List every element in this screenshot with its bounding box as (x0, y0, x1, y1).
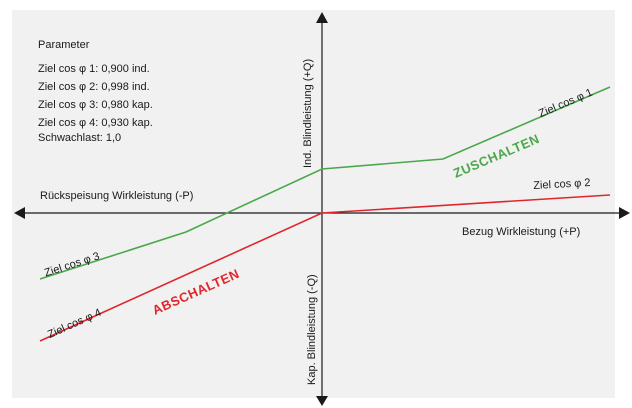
parameter-line-4: Ziel cos φ 4: 0,930 kap. (38, 117, 153, 129)
p-axis-arrow-right (619, 207, 630, 219)
parameter-line-5: Schwachlast: 1,0 (38, 132, 122, 144)
q-axis-arrow-down (316, 396, 328, 406)
curve-green (39, 86, 611, 280)
curve-red (39, 194, 611, 342)
parameter-title: Parameter (38, 39, 90, 51)
parameter-line-3: Ziel cos φ 3: 0,980 kap. (38, 99, 153, 111)
parameter-line-2: Ziel cos φ 2: 0,998 ind. (38, 81, 150, 93)
p-axis-arrow-left (14, 207, 25, 219)
axis-label-neg-p: Rückspeisung Wirkleistung (-P) (40, 190, 194, 202)
axis-label-pos-p: Bezug Wirkleistung (+P) (462, 226, 581, 238)
diagram-panel (12, 10, 615, 398)
q-axis-arrow-up (316, 12, 328, 23)
axis-label-pos-q: Ind. Blindleistung (+Q) (302, 58, 314, 168)
axis-label-neg-q: Kap. Blindleistung (-Q) (306, 274, 318, 385)
parameter-line-1: Ziel cos φ 1: 0,900 ind. (38, 63, 150, 75)
parameter-box: Parameter Ziel cos φ 1: 0,900 ind. Ziel … (38, 36, 153, 145)
